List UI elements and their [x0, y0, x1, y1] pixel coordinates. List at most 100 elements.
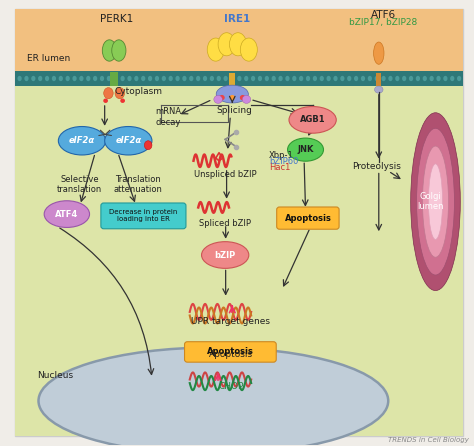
Ellipse shape — [288, 138, 323, 161]
Ellipse shape — [306, 76, 310, 81]
Text: bZIP17, bZIP28: bZIP17, bZIP28 — [349, 18, 418, 27]
Text: eIF2α: eIF2α — [115, 136, 141, 145]
Text: CHOP: CHOP — [218, 382, 244, 391]
Ellipse shape — [229, 33, 246, 56]
Ellipse shape — [374, 42, 384, 64]
Text: Apoptosis: Apoptosis — [284, 214, 331, 223]
Ellipse shape — [327, 76, 331, 81]
Ellipse shape — [388, 76, 392, 81]
Ellipse shape — [409, 76, 413, 81]
Bar — [15, 71, 463, 86]
Ellipse shape — [361, 76, 365, 81]
Text: JNK: JNK — [297, 145, 314, 154]
Ellipse shape — [145, 141, 152, 150]
Ellipse shape — [319, 76, 324, 81]
Ellipse shape — [443, 76, 447, 81]
Bar — [15, 84, 463, 437]
Text: Splicing: Splicing — [217, 107, 253, 116]
Ellipse shape — [65, 76, 70, 81]
Ellipse shape — [429, 76, 434, 81]
Bar — [229, 73, 235, 86]
Ellipse shape — [395, 76, 400, 81]
Text: TRENDS in Cell Biology: TRENDS in Cell Biology — [388, 437, 469, 443]
Ellipse shape — [417, 128, 455, 275]
Ellipse shape — [107, 76, 111, 81]
Ellipse shape — [175, 76, 180, 81]
Ellipse shape — [100, 76, 104, 81]
Ellipse shape — [382, 76, 386, 81]
Text: eIF2α: eIF2α — [69, 136, 95, 145]
Ellipse shape — [45, 76, 49, 81]
Ellipse shape — [285, 76, 290, 81]
Ellipse shape — [114, 76, 118, 81]
Ellipse shape — [31, 76, 36, 81]
Ellipse shape — [24, 76, 28, 81]
FancyBboxPatch shape — [184, 342, 276, 362]
Ellipse shape — [354, 76, 358, 81]
Text: Selective
translation: Selective translation — [57, 175, 102, 194]
Ellipse shape — [105, 127, 152, 155]
Ellipse shape — [230, 76, 235, 81]
Ellipse shape — [203, 76, 207, 81]
Ellipse shape — [217, 76, 221, 81]
Ellipse shape — [428, 164, 443, 240]
Ellipse shape — [272, 76, 276, 81]
Ellipse shape — [169, 76, 173, 81]
Ellipse shape — [422, 146, 448, 257]
Text: Translation
attenuation: Translation attenuation — [113, 175, 162, 194]
Ellipse shape — [148, 76, 152, 81]
Text: IRE1: IRE1 — [224, 14, 250, 25]
Ellipse shape — [224, 76, 228, 81]
Bar — [376, 73, 381, 86]
Ellipse shape — [240, 38, 257, 61]
Ellipse shape — [201, 242, 249, 268]
Ellipse shape — [374, 86, 383, 93]
Text: mRNA
decay: mRNA decay — [155, 107, 182, 127]
Text: ATF4: ATF4 — [55, 210, 79, 219]
Ellipse shape — [299, 76, 303, 81]
Text: PERK1: PERK1 — [100, 14, 133, 25]
Ellipse shape — [210, 76, 214, 81]
Text: bZIP: bZIP — [215, 251, 236, 260]
Ellipse shape — [244, 76, 248, 81]
Ellipse shape — [58, 127, 106, 155]
Text: bZIP60: bZIP60 — [269, 157, 299, 166]
Ellipse shape — [340, 76, 345, 81]
Ellipse shape — [437, 76, 441, 81]
FancyBboxPatch shape — [277, 207, 339, 229]
Ellipse shape — [258, 76, 262, 81]
Text: Nucleus: Nucleus — [37, 371, 73, 380]
Ellipse shape — [450, 76, 455, 81]
Text: Cytoplasm: Cytoplasm — [114, 87, 162, 96]
Ellipse shape — [347, 76, 351, 81]
Ellipse shape — [102, 40, 117, 61]
Ellipse shape — [216, 85, 248, 103]
Text: Golgi
lumen: Golgi lumen — [418, 192, 444, 211]
FancyBboxPatch shape — [101, 203, 186, 229]
Ellipse shape — [155, 76, 159, 81]
Ellipse shape — [120, 76, 125, 81]
Ellipse shape — [240, 95, 246, 100]
Ellipse shape — [38, 76, 42, 81]
Text: Proteolysis: Proteolysis — [352, 161, 401, 170]
Ellipse shape — [402, 76, 406, 81]
Ellipse shape — [289, 107, 336, 133]
Ellipse shape — [59, 76, 63, 81]
Ellipse shape — [52, 76, 56, 81]
Ellipse shape — [38, 347, 388, 446]
Ellipse shape — [44, 201, 90, 227]
Text: Apoptosis: Apoptosis — [209, 350, 253, 359]
Ellipse shape — [18, 76, 22, 81]
Ellipse shape — [120, 99, 125, 103]
Ellipse shape — [368, 76, 372, 81]
Text: Hac1: Hac1 — [269, 163, 291, 172]
Ellipse shape — [410, 113, 460, 291]
Ellipse shape — [333, 76, 337, 81]
Ellipse shape — [237, 76, 241, 81]
Ellipse shape — [292, 76, 296, 81]
Bar — [110, 72, 118, 86]
Ellipse shape — [219, 95, 225, 100]
Ellipse shape — [264, 76, 269, 81]
Ellipse shape — [251, 76, 255, 81]
Text: ATF6: ATF6 — [371, 10, 396, 20]
